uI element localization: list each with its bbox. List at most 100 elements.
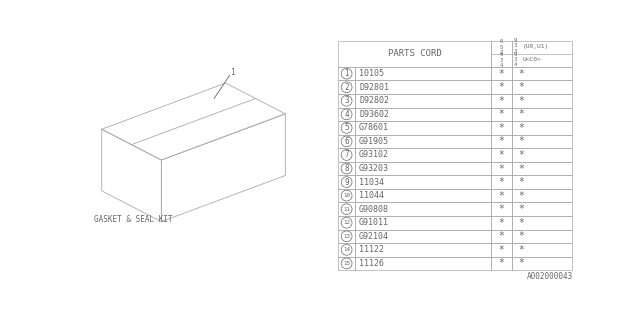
Text: 9
3
4: 9 3 4 <box>514 52 517 68</box>
Text: D92801: D92801 <box>359 83 389 92</box>
Bar <box>355 108 491 121</box>
Bar <box>355 94 491 108</box>
Bar <box>338 257 355 270</box>
Text: G93203: G93203 <box>359 164 389 173</box>
Bar <box>491 94 511 108</box>
Text: GASKET & SEAL KIT: GASKET & SEAL KIT <box>94 215 173 224</box>
Bar <box>355 229 491 243</box>
Bar <box>491 108 511 121</box>
Text: G91011: G91011 <box>359 218 389 227</box>
Bar <box>338 41 491 67</box>
Bar <box>511 41 572 67</box>
Text: *: * <box>499 150 504 160</box>
Text: *: * <box>499 191 504 201</box>
Text: 13: 13 <box>343 234 350 239</box>
Text: 9: 9 <box>344 178 349 187</box>
Bar <box>491 148 511 162</box>
Text: *: * <box>499 245 504 255</box>
Text: 6: 6 <box>344 137 349 146</box>
Bar <box>355 121 491 135</box>
Bar <box>511 135 572 148</box>
Bar <box>491 257 511 270</box>
Bar <box>355 135 491 148</box>
Bar <box>338 80 355 94</box>
Bar <box>338 189 355 203</box>
Text: 5: 5 <box>344 124 349 132</box>
Bar <box>511 243 572 257</box>
Text: G92104: G92104 <box>359 232 389 241</box>
Text: *: * <box>499 177 504 187</box>
Bar <box>511 203 572 216</box>
Bar <box>338 216 355 229</box>
Text: 4: 4 <box>344 110 349 119</box>
Bar <box>511 80 572 94</box>
Text: *: * <box>518 136 524 147</box>
Text: *: * <box>518 204 524 214</box>
Text: 11034: 11034 <box>359 178 384 187</box>
Text: (U0,U1): (U0,U1) <box>522 44 548 49</box>
Text: 0
S
2: 0 S 2 <box>500 39 503 55</box>
Text: *: * <box>518 258 524 268</box>
Bar <box>511 216 572 229</box>
Bar <box>491 243 511 257</box>
Text: *: * <box>518 245 524 255</box>
Text: 15: 15 <box>343 261 350 266</box>
Bar <box>355 148 491 162</box>
Text: 11: 11 <box>343 207 350 212</box>
Text: 7: 7 <box>344 150 349 159</box>
Bar <box>491 121 511 135</box>
Bar <box>338 148 355 162</box>
Text: *: * <box>518 177 524 187</box>
Bar <box>338 121 355 135</box>
Text: 3: 3 <box>344 96 349 105</box>
Bar <box>491 189 511 203</box>
Text: D93602: D93602 <box>359 110 389 119</box>
Bar <box>491 135 511 148</box>
Bar <box>511 229 572 243</box>
Text: *: * <box>518 69 524 79</box>
Text: *: * <box>499 96 504 106</box>
Bar <box>511 162 572 175</box>
Text: 9
3
4: 9 3 4 <box>500 52 503 68</box>
Bar <box>511 189 572 203</box>
Text: *: * <box>499 123 504 133</box>
Bar <box>511 257 572 270</box>
Text: A002000043: A002000043 <box>527 272 573 281</box>
Text: 1: 1 <box>344 69 349 78</box>
Text: *: * <box>518 109 524 119</box>
Text: G91905: G91905 <box>359 137 389 146</box>
Text: *: * <box>518 123 524 133</box>
Bar <box>355 189 491 203</box>
Bar <box>511 121 572 135</box>
Bar <box>491 229 511 243</box>
Bar <box>511 67 572 80</box>
Text: *: * <box>499 109 504 119</box>
Text: G93102: G93102 <box>359 150 389 159</box>
Bar <box>338 135 355 148</box>
Bar <box>491 216 511 229</box>
Text: *: * <box>499 204 504 214</box>
Text: *: * <box>499 258 504 268</box>
Bar <box>338 94 355 108</box>
Text: 1: 1 <box>230 68 235 76</box>
Bar <box>338 108 355 121</box>
Bar <box>338 175 355 189</box>
Text: *: * <box>518 96 524 106</box>
Bar <box>491 41 511 67</box>
Bar <box>355 257 491 270</box>
Bar <box>338 203 355 216</box>
Text: 9
3
3: 9 3 3 <box>514 38 517 54</box>
Bar <box>511 148 572 162</box>
Text: D92802: D92802 <box>359 96 389 105</box>
Text: 10105: 10105 <box>359 69 384 78</box>
Bar <box>355 243 491 257</box>
Text: PARTS CORD: PARTS CORD <box>388 49 442 58</box>
Text: 11126: 11126 <box>359 259 384 268</box>
Text: *: * <box>518 150 524 160</box>
Bar <box>511 175 572 189</box>
Text: *: * <box>518 218 524 228</box>
Bar <box>355 216 491 229</box>
Text: *: * <box>499 82 504 92</box>
Text: U<C0>: U<C0> <box>522 57 541 62</box>
Text: *: * <box>518 191 524 201</box>
